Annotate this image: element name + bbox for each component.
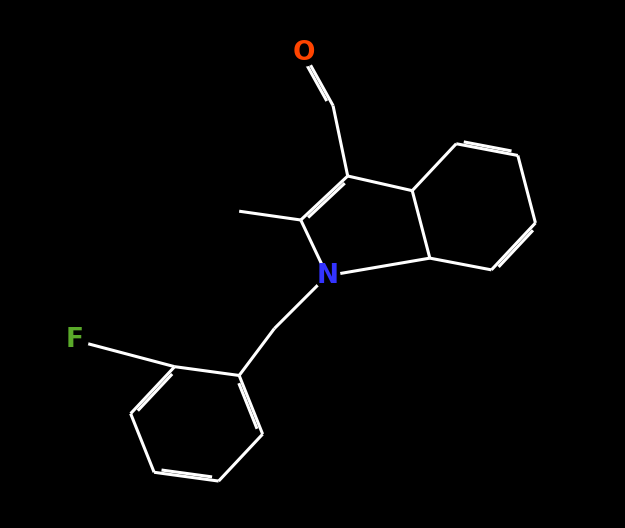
Text: O: O — [292, 40, 315, 66]
Text: F: F — [66, 327, 84, 353]
Text: N: N — [316, 263, 338, 289]
